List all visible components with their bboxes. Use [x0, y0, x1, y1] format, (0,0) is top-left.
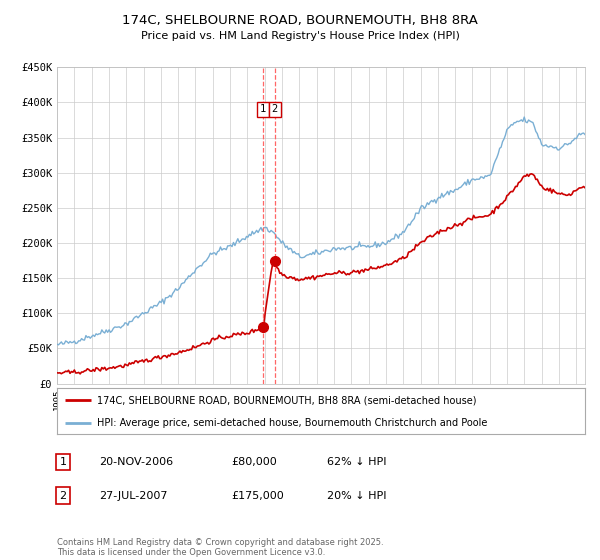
Text: £175,000: £175,000 — [231, 491, 284, 501]
Text: 174C, SHELBOURNE ROAD, BOURNEMOUTH, BH8 8RA (semi-detached house): 174C, SHELBOURNE ROAD, BOURNEMOUTH, BH8 … — [97, 395, 476, 405]
Text: 1: 1 — [59, 457, 67, 467]
Text: 2: 2 — [272, 104, 278, 114]
Text: Contains HM Land Registry data © Crown copyright and database right 2025.
This d: Contains HM Land Registry data © Crown c… — [57, 538, 383, 557]
Text: HPI: Average price, semi-detached house, Bournemouth Christchurch and Poole: HPI: Average price, semi-detached house,… — [97, 418, 487, 428]
Text: 27-JUL-2007: 27-JUL-2007 — [99, 491, 167, 501]
Text: Price paid vs. HM Land Registry's House Price Index (HPI): Price paid vs. HM Land Registry's House … — [140, 31, 460, 41]
Text: 62% ↓ HPI: 62% ↓ HPI — [327, 457, 386, 467]
Text: 20-NOV-2006: 20-NOV-2006 — [99, 457, 173, 467]
Text: 20% ↓ HPI: 20% ↓ HPI — [327, 491, 386, 501]
Text: £80,000: £80,000 — [231, 457, 277, 467]
Text: 1: 1 — [260, 104, 266, 114]
Text: 174C, SHELBOURNE ROAD, BOURNEMOUTH, BH8 8RA: 174C, SHELBOURNE ROAD, BOURNEMOUTH, BH8 … — [122, 14, 478, 27]
Text: 2: 2 — [59, 491, 67, 501]
